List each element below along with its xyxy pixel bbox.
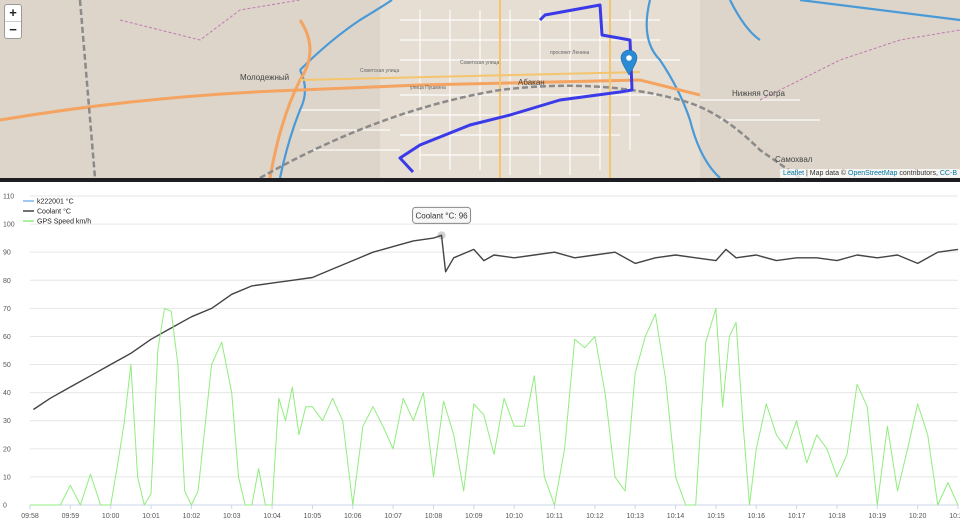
legend-item[interactable]: GPS Speed km/h: [37, 219, 91, 226]
street-label: проспект Ленина: [550, 50, 590, 56]
place-label-samokhval: Самохвал: [775, 155, 813, 164]
place-label-abakan: Абакан: [518, 78, 545, 87]
y-axis: 0 10 20 30 40 50 60 70 80 90 100 110: [3, 194, 15, 510]
x-tick-label: 10:03: [223, 513, 241, 520]
x-tick-label: 10:11: [546, 513, 563, 520]
x-tick-label: 10:20: [909, 513, 927, 520]
hover-point: [437, 231, 446, 240]
legend-item[interactable]: Coolant °C: [37, 208, 71, 216]
tooltip: Coolant °C: 96: [412, 206, 472, 240]
x-tick-label: 10:21: [949, 513, 960, 520]
zoom-in-button[interactable]: +: [9, 5, 17, 20]
zoom-out-button[interactable]: −: [5, 21, 21, 38]
place-label-nizhnyaya-sogra: Нижняя Согра: [732, 89, 785, 98]
x-tick-label: 10:15: [707, 513, 725, 520]
x-tick-label: 10:06: [344, 513, 362, 520]
y-tick-label: 90: [3, 250, 11, 257]
legend-item[interactable]: k222001 °C: [37, 198, 74, 206]
y-tick-label: 40: [3, 390, 11, 397]
leaflet-link[interactable]: Leaflet: [783, 170, 805, 177]
y-tick-label: 100: [3, 222, 15, 229]
x-tick-label: 10:02: [183, 513, 201, 520]
y-tick-label: 30: [3, 418, 11, 425]
x-tick-label: 10:10: [505, 513, 523, 520]
zoom-control: + −: [4, 4, 22, 39]
place-label-molodezhny: Молодежный: [240, 73, 290, 82]
x-tick-label: 09:59: [62, 513, 80, 520]
x-tick-label: 10:19: [869, 513, 887, 520]
y-tick-label: 80: [3, 278, 11, 285]
y-tick-label: 50: [3, 362, 11, 369]
y-tick-label: 10: [3, 474, 11, 481]
location-marker-icon: [620, 49, 638, 76]
y-tick-label: 20: [3, 446, 11, 453]
x-tick-label: 10:12: [586, 513, 604, 520]
x-tick-label: 10:00: [102, 513, 120, 520]
x-tick-label: 10:09: [465, 513, 483, 520]
street-label: улица Пушкина: [410, 85, 446, 91]
x-tick-label: 10:04: [263, 513, 281, 520]
x-tick-label: 09:58: [21, 513, 39, 520]
x-tick-label: 10:13: [626, 513, 644, 520]
telemetry-chart[interactable]: 0 10 20 30 40 50 60 70 80 90 100 110 09:58 09:59 10:0…: [0, 182, 960, 522]
license-link[interactable]: CC-B: [939, 170, 957, 177]
x-tick-label: 10:08: [425, 513, 443, 520]
y-tick-label: 110: [3, 194, 14, 201]
y-tick-label: 0: [3, 503, 7, 510]
street-label: Советская улица: [460, 60, 500, 66]
attribution-text: | Map data ©: [804, 170, 849, 177]
grid-lines: [30, 195, 958, 506]
x-axis: 09:58 09:59 10:00 10:01 10:02 10:03 10:04 10:05…: [21, 505, 960, 520]
y-tick-label: 70: [3, 306, 11, 313]
osm-link[interactable]: OpenStreetMap: [848, 170, 898, 177]
x-tick-label: 10:18: [828, 513, 846, 520]
y-tick-label: 60: [3, 334, 11, 341]
map-attribution: Leaflet | Map data © OpenStreetMap contr…: [780, 169, 960, 178]
x-tick-label: 10:16: [747, 513, 765, 520]
route-map[interactable]: Молодежный Абакан Нижняя Согра Самохвал …: [0, 0, 960, 178]
map-tiles: [0, 0, 960, 178]
x-tick-label: 10:01: [142, 513, 160, 520]
x-tick-label: 10:17: [788, 513, 806, 520]
legend: k222001 °C Coolant °C GPS Speed km/h: [23, 198, 91, 226]
x-tick-label: 10:07: [384, 513, 402, 520]
series-line-1[interactable]: [33, 234, 959, 411]
tooltip-label: Coolant °C: 96: [415, 211, 468, 220]
chart-canvas: 0 10 20 30 40 50 60 70 80 90 100 110 09:58 09:59 10:0…: [3, 194, 960, 521]
series-layer: [30, 234, 959, 506]
street-label: Советская улица: [360, 68, 400, 74]
series-line-2[interactable]: [30, 307, 959, 506]
attribution-text: contributors,: [897, 170, 940, 177]
tooltip-box: [412, 206, 472, 224]
x-tick-label: 10:14: [667, 513, 685, 520]
panel-divider: [0, 178, 960, 182]
x-tick-label: 10:05: [304, 513, 322, 520]
